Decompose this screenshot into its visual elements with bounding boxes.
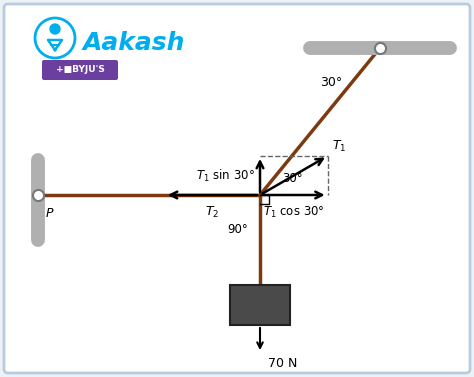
Text: 90°: 90° bbox=[227, 223, 248, 236]
Bar bbox=[230, 285, 290, 325]
Text: $T_1$ sin 30°: $T_1$ sin 30° bbox=[196, 167, 255, 184]
Text: $T_2$: $T_2$ bbox=[205, 205, 219, 220]
Text: Aakash: Aakash bbox=[83, 31, 185, 55]
Text: 30°: 30° bbox=[320, 76, 342, 89]
FancyBboxPatch shape bbox=[4, 4, 470, 373]
Circle shape bbox=[50, 24, 60, 34]
Text: $T_1$ cos 30°: $T_1$ cos 30° bbox=[263, 205, 325, 220]
Text: +■BYJU'S: +■BYJU'S bbox=[55, 66, 104, 75]
Text: 30°: 30° bbox=[282, 172, 302, 185]
Text: 70 N: 70 N bbox=[268, 357, 297, 370]
Text: $T_1$: $T_1$ bbox=[331, 139, 346, 154]
FancyBboxPatch shape bbox=[42, 60, 118, 80]
Text: P: P bbox=[46, 207, 54, 220]
